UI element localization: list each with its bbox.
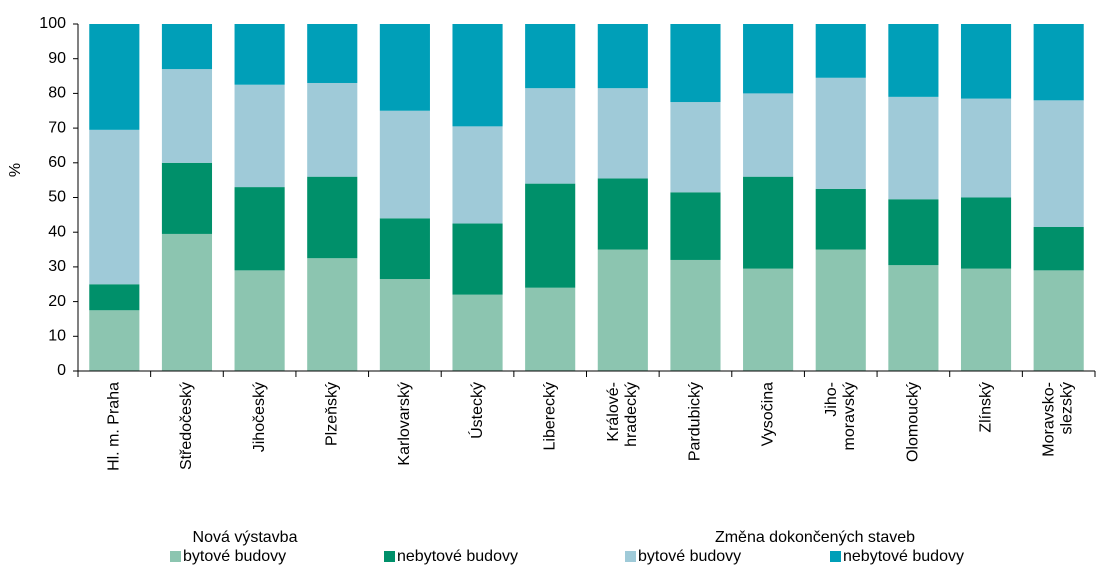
bar-segment bbox=[379, 24, 430, 111]
x-tick-label: Ústecký bbox=[467, 382, 486, 439]
x-tick-label: Středočeský bbox=[178, 382, 195, 470]
bar-segment bbox=[89, 284, 140, 311]
bar-segment bbox=[960, 197, 1012, 269]
bar-segment bbox=[452, 294, 503, 371]
bar-segment bbox=[670, 24, 721, 103]
bar-segment bbox=[307, 82, 358, 177]
bar-segment bbox=[161, 233, 213, 371]
bar-segment bbox=[234, 270, 285, 371]
y-tick-label: 20 bbox=[48, 293, 66, 310]
bar-segment bbox=[234, 84, 285, 188]
x-tick-label: Liberecký bbox=[541, 382, 558, 450]
bar-segment bbox=[89, 310, 140, 371]
bar-segment bbox=[452, 126, 503, 224]
bar-segment bbox=[161, 69, 213, 163]
bar-segment bbox=[888, 24, 939, 97]
bar-segment bbox=[670, 102, 721, 193]
x-tick-label: Karlovarský bbox=[396, 382, 413, 466]
bar-segment bbox=[161, 24, 213, 70]
y-tick-label: 60 bbox=[48, 154, 66, 171]
y-tick-label: 100 bbox=[39, 15, 66, 32]
y-axis-label: % bbox=[7, 163, 24, 177]
bar-segment bbox=[1033, 226, 1084, 271]
bar-segment bbox=[743, 93, 794, 177]
bar-segment bbox=[525, 183, 576, 288]
bar-segment bbox=[379, 218, 430, 280]
bar-segment bbox=[379, 279, 430, 371]
legend-swatch bbox=[830, 551, 841, 562]
bar-segment bbox=[743, 24, 794, 94]
bar-segment bbox=[89, 129, 140, 285]
bar-segment bbox=[234, 187, 285, 271]
bar-segment bbox=[888, 265, 939, 371]
bar-segment bbox=[960, 268, 1012, 371]
legend-swatch bbox=[170, 551, 181, 562]
x-tick-label: Hl. m. Praha bbox=[106, 382, 123, 471]
bar-segment bbox=[960, 98, 1012, 198]
y-tick-label: 80 bbox=[48, 85, 66, 102]
x-tick-label: Plzeňský bbox=[323, 382, 340, 446]
y-tick-label: 90 bbox=[48, 50, 66, 67]
bar-segment bbox=[1033, 24, 1084, 101]
bar-segment bbox=[670, 259, 721, 371]
y-tick-label: 40 bbox=[48, 223, 66, 240]
bar-segment bbox=[670, 192, 721, 260]
y-tick-label: 10 bbox=[48, 328, 66, 345]
legend-label: nebytové budovy bbox=[843, 548, 964, 565]
bar-segment bbox=[815, 24, 866, 78]
legend-group-title: Nová výstavba bbox=[193, 529, 298, 546]
bar-segment bbox=[815, 249, 866, 371]
bar-segment bbox=[597, 178, 648, 250]
bar-segment bbox=[89, 24, 140, 130]
y-tick-label: 70 bbox=[48, 119, 66, 136]
bar-segment bbox=[1033, 100, 1084, 227]
bar-segment bbox=[597, 24, 648, 89]
legend-swatch bbox=[384, 551, 395, 562]
bar-segment bbox=[815, 188, 866, 250]
bar-segment bbox=[888, 199, 939, 266]
bar-segment bbox=[743, 176, 794, 269]
legend-label: nebytové budovy bbox=[397, 548, 518, 565]
bar-segment bbox=[960, 24, 1012, 99]
bar-segment bbox=[379, 110, 430, 219]
bar-segment bbox=[525, 88, 576, 184]
bar-segment bbox=[743, 268, 794, 371]
bar-segment bbox=[307, 258, 358, 371]
x-tick-label: Pardubický bbox=[687, 382, 704, 461]
x-tick-label: Olomoucký bbox=[905, 382, 922, 462]
bar-segment bbox=[597, 88, 648, 179]
bar-segment bbox=[815, 77, 866, 189]
x-tick-label: Králové-hradecký bbox=[605, 382, 640, 447]
legend-group-title: Změna dokončených staveb bbox=[715, 529, 915, 546]
bar-segment bbox=[452, 223, 503, 295]
bar-segment bbox=[307, 176, 358, 259]
x-tick-label: Jiho-moravský bbox=[823, 382, 858, 450]
bar-segment bbox=[888, 96, 939, 200]
bar-segment bbox=[525, 287, 576, 371]
legend-swatch bbox=[625, 551, 636, 562]
bar-segment bbox=[597, 249, 648, 371]
x-tick-label: Moravsko-slezský bbox=[1041, 382, 1076, 457]
bar-segment bbox=[234, 24, 285, 85]
x-tick-label: Jihočeský bbox=[251, 382, 268, 452]
y-tick-label: 50 bbox=[48, 189, 66, 206]
x-tick-label: Zlínský bbox=[977, 382, 994, 433]
x-tick-label: Vysočina bbox=[759, 382, 776, 446]
bar-segment bbox=[307, 24, 358, 83]
legend-label: bytové budovy bbox=[638, 548, 741, 565]
bar-segment bbox=[525, 24, 576, 89]
legend-label: bytové budovy bbox=[183, 548, 286, 565]
y-tick-label: 30 bbox=[48, 258, 66, 275]
y-tick-label: 0 bbox=[57, 362, 66, 379]
bar-segment bbox=[452, 24, 503, 127]
bar-segment bbox=[1033, 270, 1084, 371]
bar-segment bbox=[161, 162, 213, 234]
